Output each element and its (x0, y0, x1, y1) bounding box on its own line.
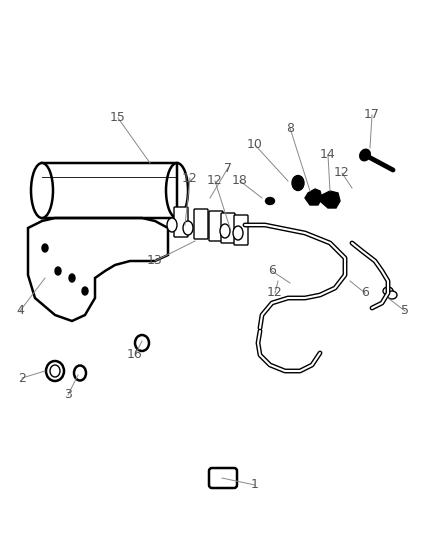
FancyBboxPatch shape (209, 211, 223, 241)
Text: 5: 5 (401, 304, 409, 318)
Text: 1: 1 (251, 479, 259, 491)
Ellipse shape (50, 365, 60, 377)
Text: 6: 6 (268, 264, 276, 278)
FancyBboxPatch shape (194, 209, 208, 239)
Text: 2: 2 (18, 372, 26, 384)
Text: 3: 3 (64, 389, 72, 401)
Text: 12: 12 (334, 166, 350, 180)
Ellipse shape (42, 244, 48, 252)
Ellipse shape (135, 335, 149, 351)
Text: 7: 7 (224, 161, 232, 174)
FancyBboxPatch shape (174, 207, 188, 237)
Ellipse shape (74, 366, 86, 381)
Text: 12: 12 (267, 287, 283, 300)
Text: 16: 16 (127, 349, 143, 361)
Ellipse shape (55, 267, 61, 275)
Polygon shape (320, 191, 340, 208)
Text: 8: 8 (286, 122, 294, 134)
FancyBboxPatch shape (221, 213, 235, 243)
Ellipse shape (387, 291, 397, 299)
FancyBboxPatch shape (209, 468, 237, 488)
Text: 12: 12 (207, 174, 223, 188)
Ellipse shape (69, 274, 75, 282)
Ellipse shape (82, 287, 88, 295)
Ellipse shape (292, 175, 304, 190)
Ellipse shape (360, 149, 370, 161)
Ellipse shape (383, 287, 393, 295)
Ellipse shape (167, 218, 177, 232)
Text: 15: 15 (110, 111, 126, 125)
Text: 18: 18 (232, 174, 248, 188)
FancyBboxPatch shape (234, 215, 248, 245)
Text: 4: 4 (16, 304, 24, 318)
Ellipse shape (265, 198, 275, 205)
Text: 6: 6 (361, 287, 369, 300)
Text: 10: 10 (247, 139, 263, 151)
Text: 13: 13 (147, 254, 163, 268)
Text: 14: 14 (320, 149, 336, 161)
Ellipse shape (31, 163, 53, 218)
Text: 12: 12 (182, 172, 198, 184)
Ellipse shape (220, 224, 230, 238)
Polygon shape (305, 189, 322, 205)
Text: 17: 17 (364, 109, 380, 122)
Ellipse shape (183, 221, 193, 235)
Ellipse shape (46, 361, 64, 381)
Ellipse shape (233, 226, 243, 240)
